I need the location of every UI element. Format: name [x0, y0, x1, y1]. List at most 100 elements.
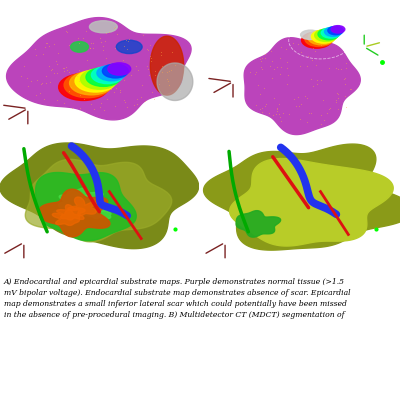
Point [273, 105, 280, 112]
Point [156, 81, 162, 87]
Point [123, 68, 130, 74]
Point [98, 100, 104, 106]
Polygon shape [68, 197, 96, 216]
Point [265, 110, 272, 116]
Point [86, 45, 93, 51]
Point [261, 85, 268, 91]
Ellipse shape [321, 28, 340, 38]
Point [297, 116, 304, 122]
Point [148, 55, 154, 62]
Point [146, 72, 152, 78]
Point [151, 72, 158, 79]
Point [342, 93, 348, 100]
Point [314, 77, 320, 84]
Polygon shape [38, 189, 110, 237]
Point [278, 44, 284, 51]
Point [112, 44, 118, 51]
Point [291, 95, 297, 102]
Point [54, 50, 61, 56]
Point [44, 40, 50, 46]
Point [89, 78, 95, 85]
Point [59, 65, 66, 72]
Point [166, 68, 172, 74]
Point [20, 63, 27, 69]
Point [262, 51, 268, 58]
Point [298, 48, 304, 55]
Point [340, 76, 347, 82]
Point [172, 62, 179, 68]
Ellipse shape [116, 40, 142, 54]
Point [61, 67, 67, 74]
Point [103, 69, 109, 75]
Point [31, 46, 38, 52]
Point [334, 91, 341, 97]
Point [296, 103, 302, 110]
Point [342, 104, 349, 110]
Point [348, 85, 354, 92]
Point [158, 49, 164, 56]
Point [111, 89, 117, 96]
Point [255, 82, 261, 88]
Point [34, 77, 40, 84]
Point [75, 34, 81, 41]
Point [117, 89, 123, 95]
Point [126, 36, 132, 43]
Point [251, 70, 258, 77]
Polygon shape [236, 211, 281, 237]
Ellipse shape [108, 63, 131, 75]
Point [90, 40, 96, 46]
Polygon shape [74, 200, 110, 215]
Point [313, 62, 319, 68]
Point [49, 66, 56, 72]
Point [112, 102, 118, 109]
Polygon shape [0, 143, 199, 249]
Point [295, 41, 302, 47]
Ellipse shape [302, 32, 332, 48]
Point [271, 95, 278, 101]
Point [84, 56, 91, 63]
Point [80, 35, 86, 41]
Point [168, 66, 175, 73]
Point [43, 80, 50, 86]
Polygon shape [157, 63, 193, 100]
Point [101, 107, 108, 113]
Point [318, 42, 325, 48]
Point [151, 95, 158, 102]
Point [310, 45, 316, 51]
Point [66, 42, 72, 48]
Point [81, 96, 88, 102]
Point [103, 55, 109, 62]
Point [100, 47, 106, 54]
Polygon shape [6, 18, 191, 120]
Point [343, 60, 350, 67]
Point [110, 25, 117, 31]
Ellipse shape [328, 26, 343, 35]
Point [54, 97, 60, 104]
Point [258, 58, 264, 64]
Point [278, 64, 285, 70]
Point [38, 79, 45, 86]
Point [25, 82, 32, 89]
Point [147, 53, 153, 59]
Point [42, 44, 49, 50]
Text: B: B [207, 8, 214, 18]
Point [134, 101, 140, 107]
Point [293, 103, 299, 110]
Point [133, 63, 140, 69]
Point [334, 106, 341, 112]
Point [98, 38, 104, 45]
Point [52, 58, 59, 65]
Point [347, 85, 353, 92]
Point [342, 80, 348, 87]
Point [309, 57, 316, 63]
Polygon shape [25, 159, 172, 242]
Point [165, 78, 171, 84]
Point [113, 84, 119, 91]
Ellipse shape [92, 66, 123, 84]
Point [131, 102, 137, 108]
Point [276, 100, 282, 107]
Point [74, 72, 80, 79]
Point [139, 32, 146, 38]
Point [64, 66, 70, 73]
Text: C: C [6, 142, 13, 152]
